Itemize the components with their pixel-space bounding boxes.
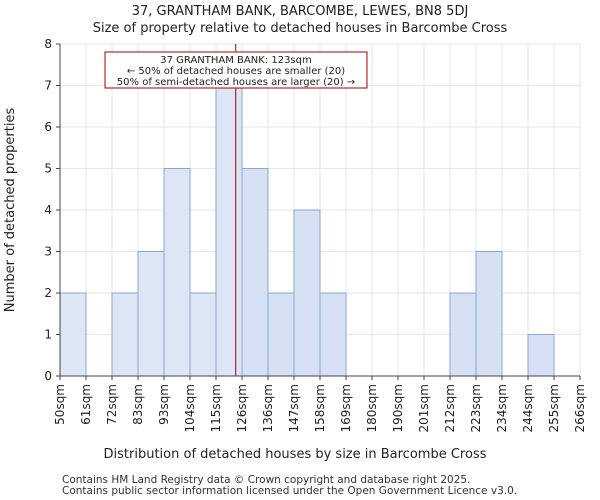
x-tick-labels: 50sqm 61sqm 72sqm 83sqm 93sqm 104sqm 115sqm 126… — [53, 384, 587, 432]
annotation-frame — [104, 51, 368, 89]
bar-115sqm — [215, 85, 243, 377]
y-tick-label: 3 — [44, 245, 52, 259]
bar-136sqm — [267, 292, 295, 377]
x-tick-label: 223sqm — [469, 384, 483, 432]
x-tick-label: 72sqm — [105, 384, 119, 425]
x-tick-label: 244sqm — [521, 384, 535, 432]
bar-126sqm — [241, 168, 269, 377]
x-tick-label: 115sqm — [209, 384, 223, 432]
y-axis-title: Number of detached properties — [3, 108, 18, 313]
x-tick-label: 180sqm — [365, 384, 379, 432]
x-tick-label: 126sqm — [235, 384, 249, 432]
footer-licence: Contains public sector information licen… — [62, 485, 518, 497]
chart-title-address: 37, GRANTHAM BANK, BARCOMBE, LEWES, BN8 … — [131, 4, 469, 19]
x-axis-title: Distribution of detached houses by size … — [104, 447, 487, 462]
bar-83sqm — [137, 251, 165, 377]
bar-147sqm — [293, 209, 321, 377]
x-tick-label: 104sqm — [183, 384, 197, 432]
y-tick-label: 6 — [44, 120, 52, 134]
y-tick-label: 8 — [44, 37, 52, 51]
axes-layer — [56, 43, 581, 380]
footer-copyright: Contains HM Land Registry data © Crown c… — [62, 474, 471, 486]
y-tick-label: 2 — [44, 286, 52, 300]
annotation-line-3: 50% of semi-detached houses are larger (… — [117, 77, 355, 88]
y-tick-label: 4 — [44, 203, 52, 217]
bar-244sqm — [527, 334, 555, 377]
chart-title-subtitle: Size of property relative to detached ho… — [92, 21, 508, 36]
x-tick-label: 136sqm — [261, 384, 275, 432]
bar-104sqm — [189, 292, 217, 377]
y-tick-label: 5 — [44, 162, 52, 176]
x-tick-label: 50sqm — [53, 384, 67, 425]
bar-158sqm — [319, 292, 347, 377]
annotation-box: 37 GRANTHAM BANK: 123sqm ← 50% of detach… — [104, 51, 368, 89]
x-tick-label: 190sqm — [391, 384, 405, 432]
bars-layer — [59, 85, 555, 377]
y-tick-label: 7 — [44, 79, 52, 93]
x-tick-label: 83sqm — [131, 384, 145, 425]
x-tick-label: 266sqm — [573, 384, 587, 432]
x-tick-label: 212sqm — [443, 384, 457, 432]
bar-50sqm — [59, 292, 87, 377]
annotation-line-1: 37 GRANTHAM BANK: 123sqm — [160, 55, 311, 66]
x-tick-label: 201sqm — [417, 384, 431, 432]
x-tick-label: 169sqm — [339, 384, 353, 432]
x-tick-label: 234sqm — [495, 384, 509, 432]
x-tick-label: 147sqm — [287, 384, 301, 432]
x-tick-label: 255sqm — [547, 384, 561, 432]
x-tick-label: 93sqm — [157, 384, 171, 425]
bar-223sqm — [475, 251, 503, 377]
x-tick-label: 61sqm — [79, 384, 93, 425]
y-tick-label: 1 — [44, 328, 52, 342]
bar-72sqm — [111, 292, 139, 377]
x-tick-label: 158sqm — [313, 384, 327, 432]
annotation-line-2: ← 50% of detached houses are smaller (20… — [127, 66, 345, 77]
bar-93sqm — [163, 168, 191, 377]
bar-212sqm — [449, 292, 477, 377]
histogram-chart: 0 1 2 3 4 5 6 7 8 50sqm 61sqm 72sqm 83sqm 93sqm 104sq… — [3, 37, 587, 462]
y-tick-labels: 0 1 2 3 4 5 6 7 8 — [44, 37, 52, 383]
y-tick-label: 0 — [44, 369, 52, 383]
